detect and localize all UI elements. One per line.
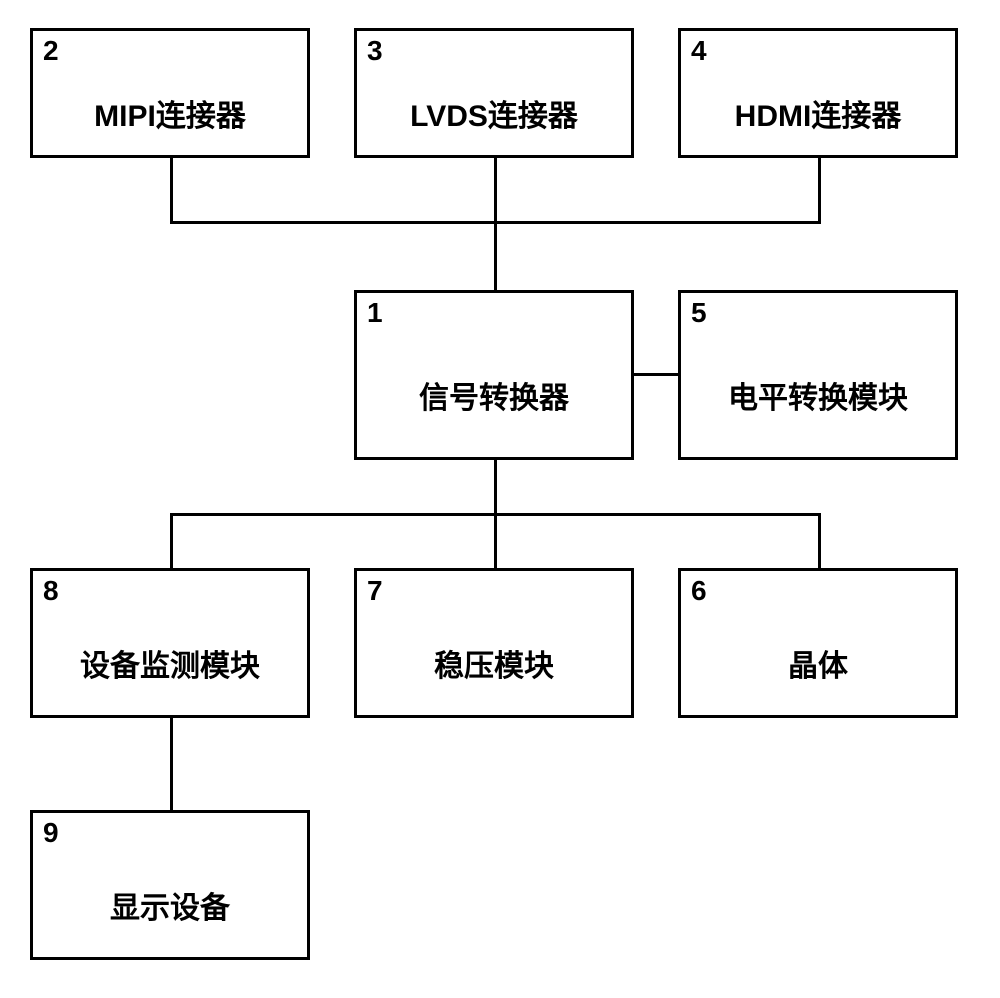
diagram-node: 8 设备监测模块 — [30, 568, 310, 718]
node-label: LVDS连接器 — [357, 91, 631, 135]
node-number: 5 — [691, 297, 707, 329]
diagram-node: 7 稳压模块 — [354, 568, 634, 718]
node-number: 2 — [43, 35, 59, 67]
diagram-node: 6 晶体 — [678, 568, 958, 718]
connector-line — [818, 158, 821, 223]
connector-line — [170, 158, 173, 223]
connector-line — [494, 460, 497, 515]
node-label: HDMI连接器 — [681, 91, 955, 135]
connector-line — [170, 718, 173, 810]
node-number: 6 — [691, 575, 707, 607]
node-label: 晶体 — [681, 641, 955, 685]
node-number: 1 — [367, 297, 383, 329]
node-label: 设备监测模块 — [33, 641, 307, 685]
connector-line — [634, 373, 678, 376]
node-number: 3 — [367, 35, 383, 67]
connector-line — [494, 221, 497, 290]
diagram-canvas: 2 MIPI连接器 3 LVDS连接器 4 HDMI连接器 1 信号转换器 5 电平转换模块 8 设备… — [0, 0, 1000, 998]
diagram-node: 5 电平转换模块 — [678, 290, 958, 460]
connector-line — [170, 513, 173, 568]
connector-line — [494, 513, 497, 568]
diagram-node: 1 信号转换器 — [354, 290, 634, 460]
node-label: 信号转换器 — [357, 373, 631, 417]
node-label: 显示设备 — [33, 883, 307, 927]
connector-line — [494, 158, 497, 223]
diagram-node: 2 MIPI连接器 — [30, 28, 310, 158]
node-label: 稳压模块 — [357, 641, 631, 685]
node-number: 8 — [43, 575, 59, 607]
diagram-node: 9 显示设备 — [30, 810, 310, 960]
node-number: 9 — [43, 817, 59, 849]
node-number: 7 — [367, 575, 383, 607]
node-label: 电平转换模块 — [681, 373, 955, 417]
diagram-node: 3 LVDS连接器 — [354, 28, 634, 158]
connector-line — [818, 513, 821, 568]
diagram-node: 4 HDMI连接器 — [678, 28, 958, 158]
node-label: MIPI连接器 — [33, 91, 307, 135]
node-number: 4 — [691, 35, 707, 67]
